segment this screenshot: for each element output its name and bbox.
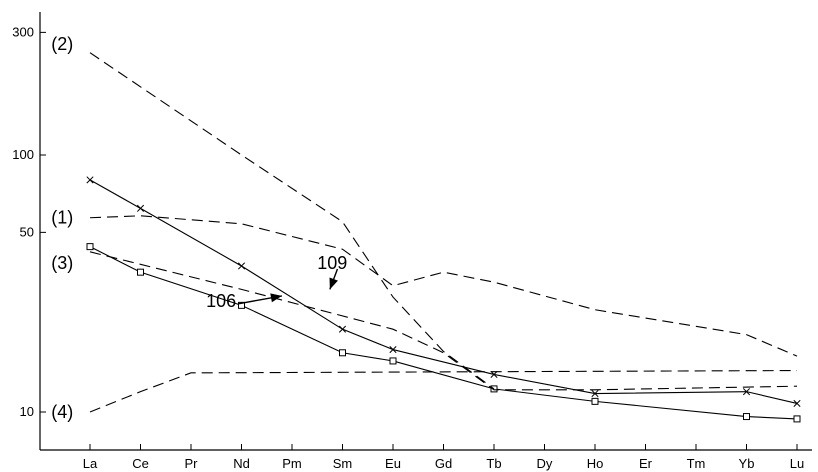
point-109-6 <box>591 389 599 398</box>
arrow-head <box>270 293 282 303</box>
x-tick-label-Tb: Tb <box>486 456 501 471</box>
point-106-8 <box>793 415 801 423</box>
x-mark-stroke <box>338 325 347 333</box>
x-axis-ticks: La Ce Pr Nd Pm Sm Eu Gd Tb Dy Ho Er Tm Yb Lu <box>83 444 804 471</box>
point-109-3 <box>338 325 347 333</box>
annotation-4-3: (4) <box>51 402 73 422</box>
annotation-1-1: (1) <box>51 208 73 228</box>
series-line-106 <box>89 246 798 420</box>
annotation-2-0: (2) <box>51 34 73 54</box>
arrow-head <box>329 277 338 290</box>
x-tick-label-Dy: Dy <box>537 456 553 471</box>
point-109-2 <box>237 262 246 270</box>
point-109-5 <box>490 370 498 378</box>
x-tick-label-Ho: Ho <box>587 456 604 471</box>
series-line-4 <box>89 369 798 413</box>
point-106-4 <box>389 357 397 365</box>
x-tick-label-Lu: Lu <box>790 456 804 471</box>
point-106-3 <box>339 349 346 357</box>
x-tick-label-Tm: Tm <box>687 456 706 471</box>
series-line-3 <box>89 251 798 391</box>
arrow-106 <box>238 293 283 305</box>
x-mark-stroke <box>237 262 246 270</box>
x-mark-stroke <box>742 388 751 396</box>
x-tick-label-Nd: Nd <box>233 456 250 471</box>
x-tick-label-La: La <box>83 456 98 471</box>
x-tick-label-Pr: Pr <box>185 456 199 471</box>
annotation-109-7: 109 <box>317 253 347 273</box>
y-tick-label-300: 300 <box>12 24 34 39</box>
x-mark-stroke <box>793 399 801 407</box>
point-109-7 <box>742 388 751 396</box>
x-mark-stroke <box>389 345 397 354</box>
point-109-1 <box>136 204 145 212</box>
series-line-2 <box>89 52 495 390</box>
x-tick-label-Gd: Gd <box>435 456 452 471</box>
x-mark-stroke <box>86 176 94 184</box>
point-106-1 <box>137 268 144 276</box>
x-mark-stroke <box>490 370 498 378</box>
series-line-1 <box>89 215 798 357</box>
x-mark-stroke <box>591 389 599 398</box>
point-109-8 <box>793 399 801 407</box>
point-106-0 <box>86 243 94 251</box>
series-layer <box>86 52 801 423</box>
point-109-0 <box>86 176 94 184</box>
y-axis-ticks: 10 50 100 300 <box>12 24 46 419</box>
y-tick-label-10: 10 <box>20 404 34 419</box>
x-tick-label-Ce: Ce <box>132 456 149 471</box>
y-tick-label-100: 100 <box>12 147 34 162</box>
annotation-106-8: 106 <box>206 291 236 311</box>
series-line-109 <box>89 179 798 404</box>
x-mark-stroke <box>136 204 145 212</box>
x-tick-label-Yb: Yb <box>739 456 755 471</box>
arrow-109 <box>329 268 339 290</box>
x-tick-label-Pm: Pm <box>282 456 302 471</box>
point-109-4 <box>389 345 397 354</box>
y-tick-label-50: 50 <box>20 224 34 239</box>
axes <box>39 12 812 451</box>
point-106-2 <box>238 301 245 309</box>
point-106-7 <box>743 413 750 421</box>
point-106-6 <box>591 397 599 405</box>
annotation-3-2: (3) <box>51 253 73 273</box>
x-tick-label-Sm: Sm <box>333 456 353 471</box>
x-tick-label-Er: Er <box>639 456 653 471</box>
x-tick-label-Eu: Eu <box>385 456 401 471</box>
